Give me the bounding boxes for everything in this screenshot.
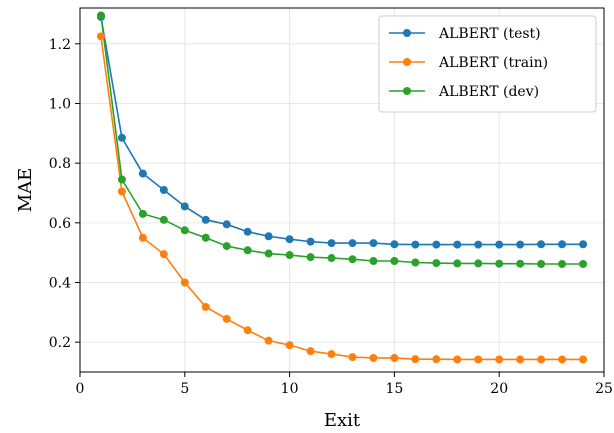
x-tick-label: 20 xyxy=(490,381,508,397)
data-point xyxy=(285,235,294,244)
data-point xyxy=(411,258,420,267)
data-point xyxy=(558,240,567,249)
data-point xyxy=(180,202,189,211)
data-point xyxy=(537,240,546,249)
data-point xyxy=(306,253,315,262)
data-point xyxy=(243,246,252,255)
data-point xyxy=(348,239,357,248)
data-point xyxy=(579,240,588,249)
y-axis-ticks: 0.2 0.4 0.6 0.8 1.0 1.2 xyxy=(49,37,80,351)
data-point xyxy=(558,259,567,268)
data-point xyxy=(495,259,504,268)
legend-box xyxy=(378,15,597,113)
x-tick-label: 25 xyxy=(595,381,613,397)
data-point xyxy=(390,240,399,249)
data-point xyxy=(285,251,294,260)
data-point xyxy=(495,355,504,364)
data-point xyxy=(516,240,525,249)
data-point xyxy=(579,259,588,268)
data-point xyxy=(453,355,462,364)
data-point xyxy=(579,355,588,364)
data-point xyxy=(432,259,441,268)
data-point xyxy=(96,32,105,41)
data-point xyxy=(243,326,252,335)
data-point xyxy=(201,302,210,311)
data-point xyxy=(327,254,336,263)
legend-label: ALBERT (train) xyxy=(438,55,548,71)
data-point xyxy=(516,259,525,268)
data-point xyxy=(348,353,357,362)
data-point xyxy=(180,278,189,287)
data-point xyxy=(180,226,189,235)
data-point xyxy=(390,353,399,362)
data-point xyxy=(495,240,504,249)
data-point xyxy=(117,133,126,142)
data-point xyxy=(117,175,126,184)
data-point xyxy=(327,239,336,248)
plot-frame xyxy=(79,7,605,373)
y-tick-label: 1.0 xyxy=(49,96,71,112)
data-point xyxy=(306,347,315,356)
x-axis-ticks: 0 5 10 15 20 25 xyxy=(76,372,613,397)
data-point xyxy=(264,336,273,345)
legend-label: ALBERT (dev) xyxy=(438,84,539,100)
legend-label: ALBERT (test) xyxy=(438,26,541,42)
data-point xyxy=(432,240,441,249)
y-tick-label: 0.8 xyxy=(49,156,71,172)
data-point xyxy=(264,249,273,258)
x-axis-label: Exit xyxy=(324,410,361,431)
y-tick-label: 0.4 xyxy=(49,275,71,291)
x-tick-label: 0 xyxy=(76,381,85,397)
data-point xyxy=(117,187,126,196)
x-tick-label: 10 xyxy=(281,381,299,397)
data-point xyxy=(264,232,273,241)
data-point xyxy=(453,240,462,249)
y-axis-label: MAE xyxy=(15,168,36,213)
data-point xyxy=(138,233,147,242)
data-point xyxy=(222,314,231,323)
data-point xyxy=(327,350,336,359)
data-point xyxy=(537,355,546,364)
data-point xyxy=(390,257,399,266)
legend-marker xyxy=(403,29,411,37)
data-point xyxy=(558,355,567,364)
legend-marker xyxy=(403,87,411,95)
data-point xyxy=(243,227,252,236)
data-point xyxy=(138,169,147,178)
data-point xyxy=(474,259,483,268)
data-point xyxy=(411,240,420,249)
data-point xyxy=(474,240,483,249)
series-points xyxy=(96,11,588,364)
data-point xyxy=(159,186,168,194)
legend: ALBERT (test) ALBERT (train) ALBERT (dev) xyxy=(378,15,597,113)
data-point xyxy=(138,209,147,218)
data-point xyxy=(306,237,315,246)
data-point xyxy=(285,341,294,350)
data-point xyxy=(474,355,483,364)
data-point xyxy=(369,353,378,362)
y-tick-label: 1.2 xyxy=(49,37,71,53)
data-point xyxy=(369,239,378,248)
x-tick-label: 5 xyxy=(180,381,189,397)
data-point xyxy=(348,255,357,264)
data-point xyxy=(369,257,378,266)
legend-marker xyxy=(403,58,411,66)
data-point xyxy=(537,259,546,268)
data-point xyxy=(201,233,210,242)
data-point xyxy=(411,355,420,364)
data-point xyxy=(453,259,462,268)
y-tick-label: 0.2 xyxy=(49,335,71,351)
y-tick-label: 0.6 xyxy=(49,216,71,232)
data-point xyxy=(96,11,105,20)
data-point xyxy=(222,220,231,229)
data-point xyxy=(159,215,168,224)
x-tick-label: 15 xyxy=(385,381,403,397)
data-point xyxy=(222,242,231,251)
data-point xyxy=(201,215,210,224)
data-point xyxy=(516,355,525,364)
data-point xyxy=(159,250,168,259)
data-point xyxy=(432,355,441,364)
